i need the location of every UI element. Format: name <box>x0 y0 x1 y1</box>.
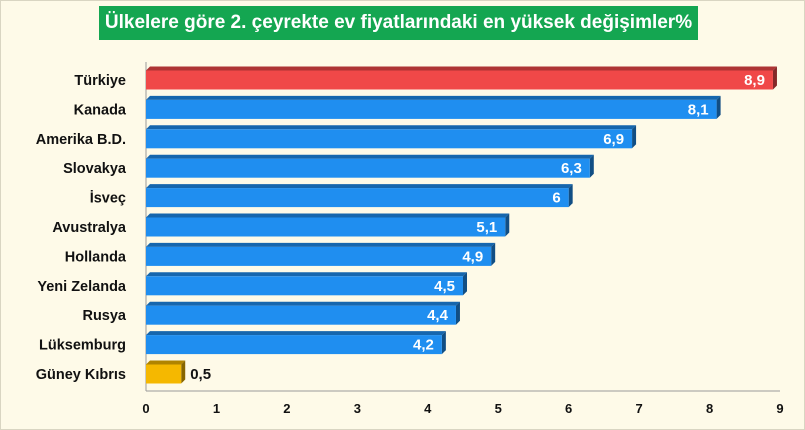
x-tick-label: 0 <box>142 401 149 416</box>
bar <box>146 129 633 149</box>
bar-top-face <box>146 331 446 336</box>
bar-side-face <box>505 213 510 237</box>
x-tick-label: 5 <box>495 401 502 416</box>
category-label: Hollanda <box>65 249 127 265</box>
category-label: İsveç <box>90 190 126 207</box>
x-tick-label: 6 <box>565 401 572 416</box>
bar <box>146 335 442 355</box>
bar-top-face <box>146 66 777 71</box>
bar-top-face <box>146 242 496 247</box>
bar-side-face <box>181 360 186 384</box>
bar-side-face <box>589 154 594 178</box>
bar-side-face <box>568 184 573 208</box>
bar <box>146 99 717 119</box>
bar-side-face <box>716 95 721 119</box>
data-label: 6 <box>552 190 560 207</box>
x-tick-label: 9 <box>776 401 783 416</box>
bar <box>146 158 590 178</box>
data-label: 8,1 <box>688 101 709 118</box>
category-label: Rusya <box>82 308 126 324</box>
bar <box>146 246 492 266</box>
bar <box>146 276 463 296</box>
bar-top-face <box>146 184 573 189</box>
bar-top-face <box>146 95 721 100</box>
category-label: Slovakya <box>63 161 127 177</box>
bar <box>146 70 773 90</box>
x-tick-label: 7 <box>635 401 642 416</box>
x-tick-label: 4 <box>424 401 432 416</box>
bar-top-face <box>146 360 186 365</box>
bar-top-face <box>146 301 460 306</box>
data-label: 4,5 <box>434 278 455 295</box>
bar-side-face <box>455 301 460 325</box>
x-tick-label: 3 <box>354 401 361 416</box>
data-label: 4,9 <box>462 248 483 265</box>
x-tick-label: 8 <box>706 401 713 416</box>
bar <box>146 188 569 208</box>
data-label: 4,2 <box>413 337 434 354</box>
bar-side-face <box>463 272 467 296</box>
bar <box>146 217 506 237</box>
category-label: Avustralya <box>52 220 127 236</box>
bar-side-face <box>772 66 777 90</box>
data-label: 6,3 <box>561 160 582 177</box>
bar <box>146 305 456 325</box>
category-label: Kanada <box>74 102 127 118</box>
data-label: 6,9 <box>603 131 624 148</box>
x-tick-label: 1 <box>213 401 220 416</box>
data-label: 0,5 <box>190 366 211 383</box>
data-label: 4,4 <box>427 307 449 324</box>
bar <box>146 364 182 384</box>
category-label: Güney Kıbrıs <box>36 367 126 383</box>
x-tick-label: 2 <box>283 401 290 416</box>
bar-side-face <box>441 331 446 355</box>
bar-top-face <box>146 272 467 277</box>
category-label: Türkiye <box>74 73 126 89</box>
bar-top-face <box>146 213 510 218</box>
bar-top-face <box>146 154 594 159</box>
data-label: 8,9 <box>744 72 765 89</box>
data-label: 5,1 <box>476 219 497 236</box>
bar-side-face <box>632 125 637 149</box>
category-label: Yeni Zelanda <box>37 279 127 295</box>
bar-top-face <box>146 125 637 130</box>
chart-title: Ülkelere göre 2. çeyrekte ev fiyatlarınd… <box>99 6 698 40</box>
bar-side-face <box>491 242 496 266</box>
category-label: Lüksemburg <box>39 338 126 354</box>
category-label: Amerika B.D. <box>36 132 126 148</box>
